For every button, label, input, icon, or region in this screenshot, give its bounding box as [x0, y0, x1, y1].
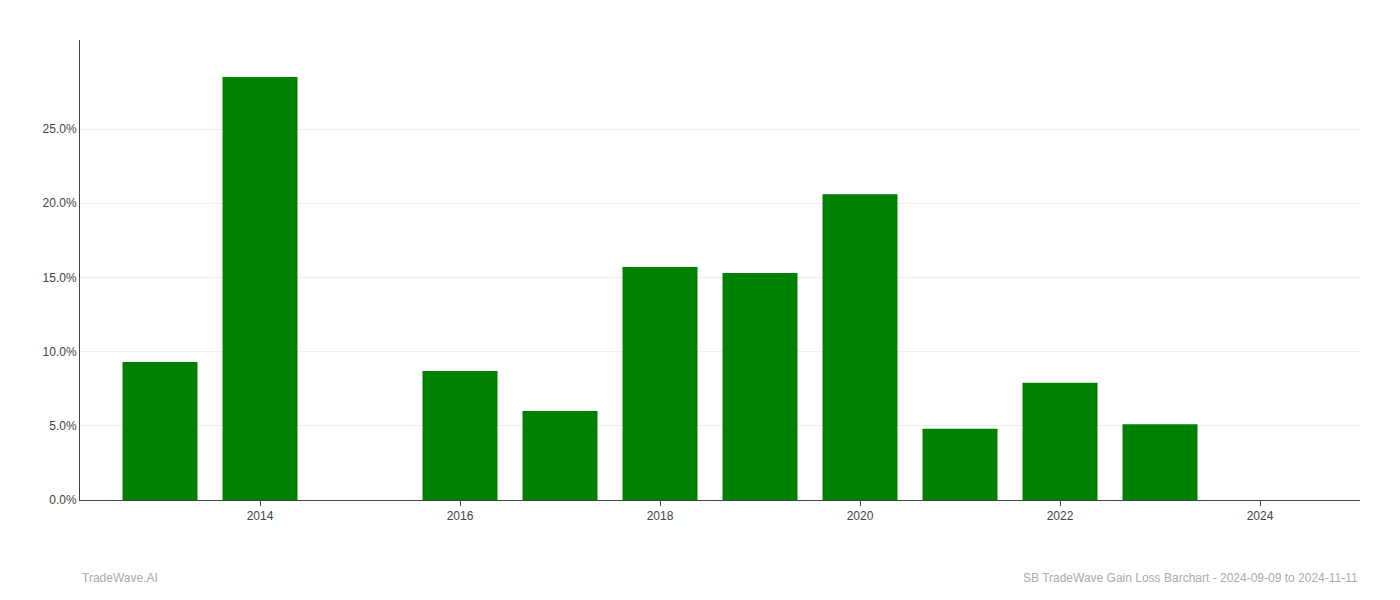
- svg-text:5.0%: 5.0%: [49, 419, 77, 433]
- svg-text:15.0%: 15.0%: [43, 271, 77, 285]
- svg-text:25.0%: 25.0%: [43, 122, 77, 136]
- svg-text:SB TradeWave Gain Loss Barchar: SB TradeWave Gain Loss Barchart - 2024-0…: [1023, 571, 1358, 585]
- svg-text:2014: 2014: [247, 509, 274, 523]
- svg-text:0.0%: 0.0%: [49, 493, 77, 507]
- svg-text:2022: 2022: [1047, 509, 1074, 523]
- svg-text:2024: 2024: [1247, 509, 1274, 523]
- svg-text:2020: 2020: [847, 509, 874, 523]
- svg-text:TradeWave.AI: TradeWave.AI: [82, 571, 158, 585]
- svg-text:2018: 2018: [647, 509, 674, 523]
- svg-text:10.0%: 10.0%: [43, 345, 77, 359]
- svg-text:2016: 2016: [447, 509, 474, 523]
- svg-text:20.0%: 20.0%: [43, 196, 77, 210]
